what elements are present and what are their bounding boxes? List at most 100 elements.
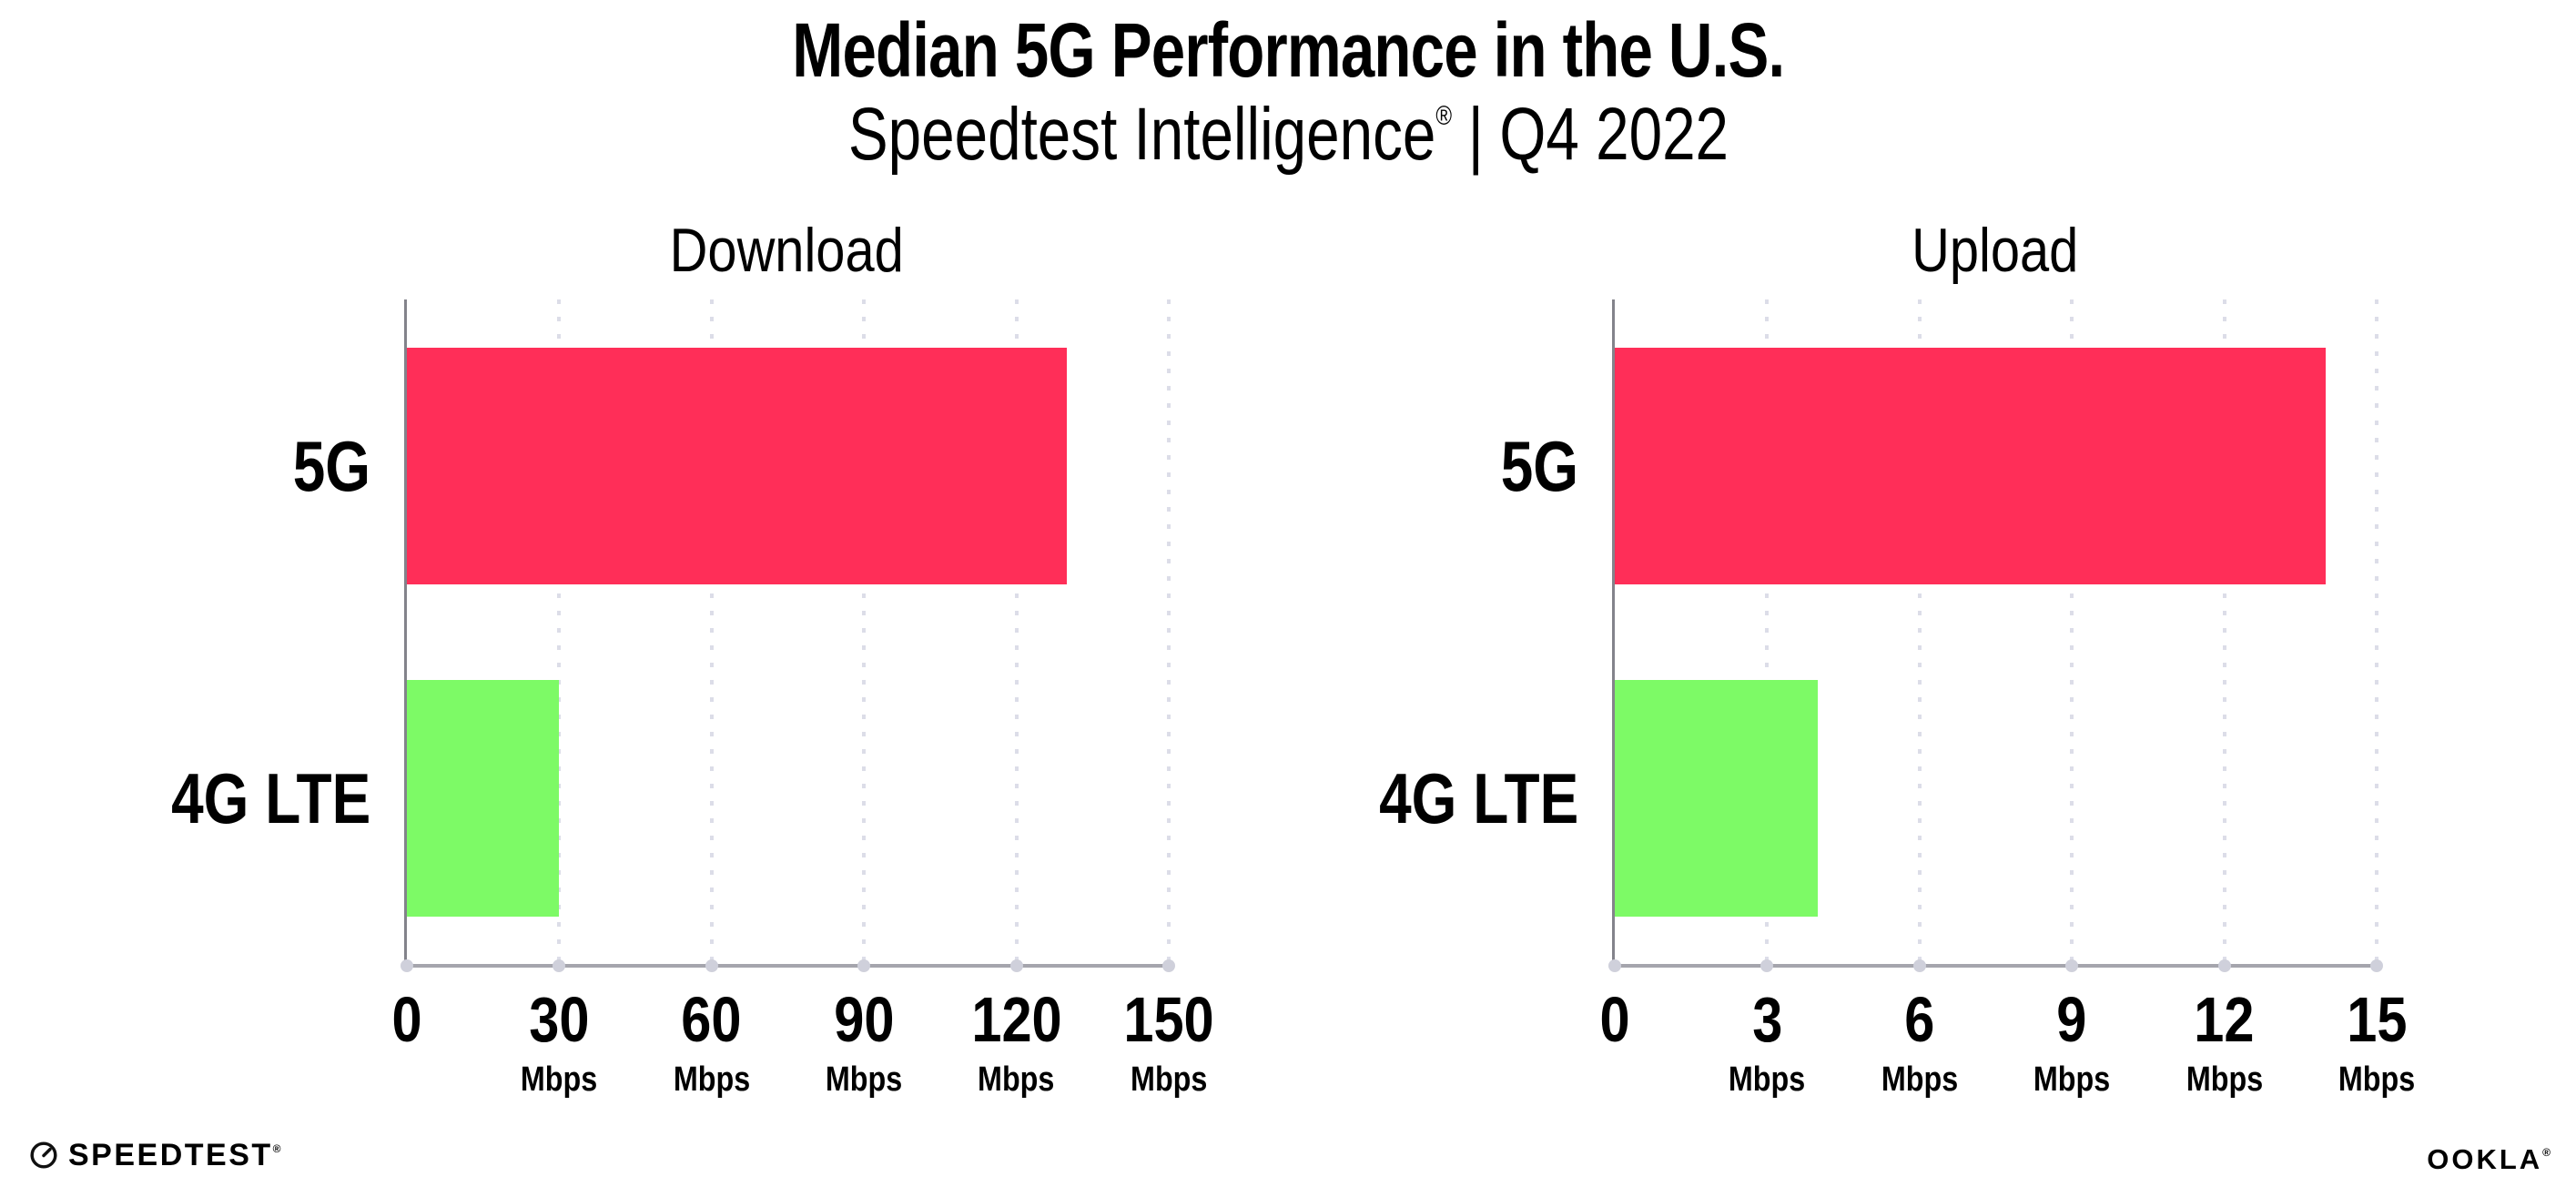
page-subtitle: Speedtest Intelligence® | Q4 2022 <box>0 93 2576 177</box>
speedtest-wordmark: SPEEDTEST® <box>68 1140 281 1171</box>
axis-tick-dot-3 <box>1760 959 1774 972</box>
tick-value: 90 <box>819 988 909 1051</box>
tick-value: 120 <box>963 988 1070 1051</box>
axis-tick-dot-12 <box>2217 959 2231 972</box>
category-label-5g: 5G <box>1203 420 1578 512</box>
tick-value-text: 150 <box>1123 984 1214 1055</box>
tick-value: 60 <box>666 988 756 1051</box>
tick-value: 0 <box>390 988 425 1051</box>
x-tick-label-12: 12 Mbps <box>2179 988 2269 1097</box>
tick-value-text: 0 <box>391 984 422 1055</box>
axis-tick-dot-150 <box>1162 959 1175 972</box>
download-panel-title: Download <box>404 217 1170 285</box>
x-tick-label-150: 150 Mbps <box>1116 988 1222 1097</box>
tick-unit-text: Mbps <box>2033 1060 2111 1099</box>
x-tick-label-15: 15 Mbps <box>2331 988 2421 1097</box>
tick-unit: Mbps <box>1116 1062 1222 1097</box>
subtitle-separator: | <box>1467 93 1484 176</box>
tick-unit-text: Mbps <box>1729 1060 1806 1099</box>
axis-tick-dot-15 <box>2370 959 2383 972</box>
tick-value: 9 <box>2027 988 2117 1051</box>
axis-tick-dot-120 <box>1009 959 1023 972</box>
tick-value-text: 60 <box>681 984 742 1055</box>
registered-mark: ® <box>1435 101 1452 131</box>
category-label-text: 4G LTE <box>1378 757 1578 838</box>
ookla-registered-mark: ® <box>2542 1146 2551 1159</box>
subtitle-brand: Speedtest Intelligence <box>847 93 1435 176</box>
download-gridline-60 <box>709 299 714 964</box>
upload-gridline-12 <box>2222 299 2226 964</box>
axis-tick-dot-30 <box>553 959 566 972</box>
tick-unit: Mbps <box>1722 1062 1812 1097</box>
tick-value-text: 0 <box>1599 984 1630 1055</box>
tick-unit-text: Mbps <box>2338 1060 2416 1099</box>
category-label-4g-lte: 4G LTE <box>1203 752 1578 845</box>
ookla-logo: OOKLA® <box>2427 1145 2551 1173</box>
tick-value-text: 15 <box>2346 984 2408 1055</box>
tick-unit-text: Mbps <box>978 1060 1055 1099</box>
tick-value: 15 <box>2331 988 2421 1051</box>
tick-unit: Mbps <box>819 1062 909 1097</box>
category-label-4g-lte: 4G LTE <box>0 752 370 845</box>
download-gridline-90 <box>862 299 867 964</box>
tick-value: 30 <box>514 988 604 1051</box>
x-tick-label-0: 0 <box>1597 988 1633 1051</box>
upload-gridline-6 <box>1917 299 1922 964</box>
tick-value-text: 90 <box>834 984 895 1055</box>
tick-unit: Mbps <box>666 1062 756 1097</box>
tick-value: 12 <box>2179 988 2269 1051</box>
tick-unit: Mbps <box>963 1062 1070 1097</box>
speedtest-registered-mark: ® <box>272 1142 281 1155</box>
tick-unit-text: Mbps <box>1881 1060 1958 1099</box>
bar-4g-lte-download <box>407 679 560 917</box>
subtitle-period: Q4 2022 <box>1498 93 1729 176</box>
category-label-5g: 5G <box>0 420 370 512</box>
upload-gridline-15 <box>2375 299 2378 964</box>
bar-5g-download <box>407 347 1068 584</box>
speedtest-wordmark-text: SPEEDTEST <box>68 1138 273 1172</box>
axis-tick-dot-6 <box>1912 959 1926 972</box>
tick-value-text: 9 <box>2056 984 2087 1055</box>
speedometer-gauge-icon <box>30 1141 57 1169</box>
category-label-text: 5G <box>1500 425 1578 506</box>
axis-tick-dot-0 <box>401 959 413 972</box>
tick-value-text: 120 <box>970 984 1062 1055</box>
tick-unit: Mbps <box>1874 1062 1964 1097</box>
tick-value: 150 <box>1116 988 1222 1051</box>
tick-value: 3 <box>1722 988 1812 1051</box>
bar-5g-upload <box>1615 347 2327 584</box>
tick-unit-text: Mbps <box>2186 1060 2263 1099</box>
download-gridline-30 <box>557 299 562 964</box>
tick-unit-text: Mbps <box>1130 1060 1208 1099</box>
x-tick-label-30: 30 Mbps <box>514 988 604 1097</box>
page-subtitle-text: Speedtest Intelligence® | Q4 2022 <box>847 93 1728 177</box>
tick-value-text: 30 <box>529 984 590 1055</box>
x-tick-label-3: 3 Mbps <box>1722 988 1812 1097</box>
x-tick-label-60: 60 Mbps <box>666 988 756 1097</box>
category-label-text: 5G <box>292 425 370 506</box>
upload-gridline-3 <box>1765 299 1770 964</box>
x-tick-label-0: 0 <box>390 988 425 1051</box>
upload-plot-area: 5G 4G LTE 0 3 Mbps 6 Mbps 9 Mbps 12 Mbps 15 Mbps <box>1379 299 2415 1097</box>
tick-unit: Mbps <box>2027 1062 2117 1097</box>
tick-unit-text: Mbps <box>673 1060 750 1099</box>
tick-value-text: 12 <box>2194 984 2255 1055</box>
download-gridline-120 <box>1014 299 1019 964</box>
download-panel-title-text: Download <box>669 216 905 285</box>
tick-unit: Mbps <box>2179 1062 2269 1097</box>
axis-tick-dot-0 <box>1608 959 1621 972</box>
axis-tick-dot-60 <box>705 959 718 972</box>
axis-tick-dot-9 <box>2065 959 2079 972</box>
ookla-wordmark-text: OOKLA <box>2427 1143 2543 1175</box>
download-gridline-150 <box>1167 299 1171 964</box>
download-plot-area: 5G 4G LTE 0 30 Mbps 60 Mbps 90 Mbps 120 Mbps 150 Mbp… <box>171 299 1214 1097</box>
tick-unit: Mbps <box>514 1062 604 1097</box>
tick-value: 6 <box>1874 988 1964 1051</box>
speedtest-logo: SPEEDTEST® <box>29 1140 281 1171</box>
x-tick-label-90: 90 Mbps <box>819 988 909 1097</box>
x-tick-label-120: 120 Mbps <box>963 988 1070 1097</box>
upload-gridline-9 <box>2070 299 2074 964</box>
bar-4g-lte-upload <box>1615 679 1819 917</box>
tick-value-text: 3 <box>1751 984 1782 1055</box>
